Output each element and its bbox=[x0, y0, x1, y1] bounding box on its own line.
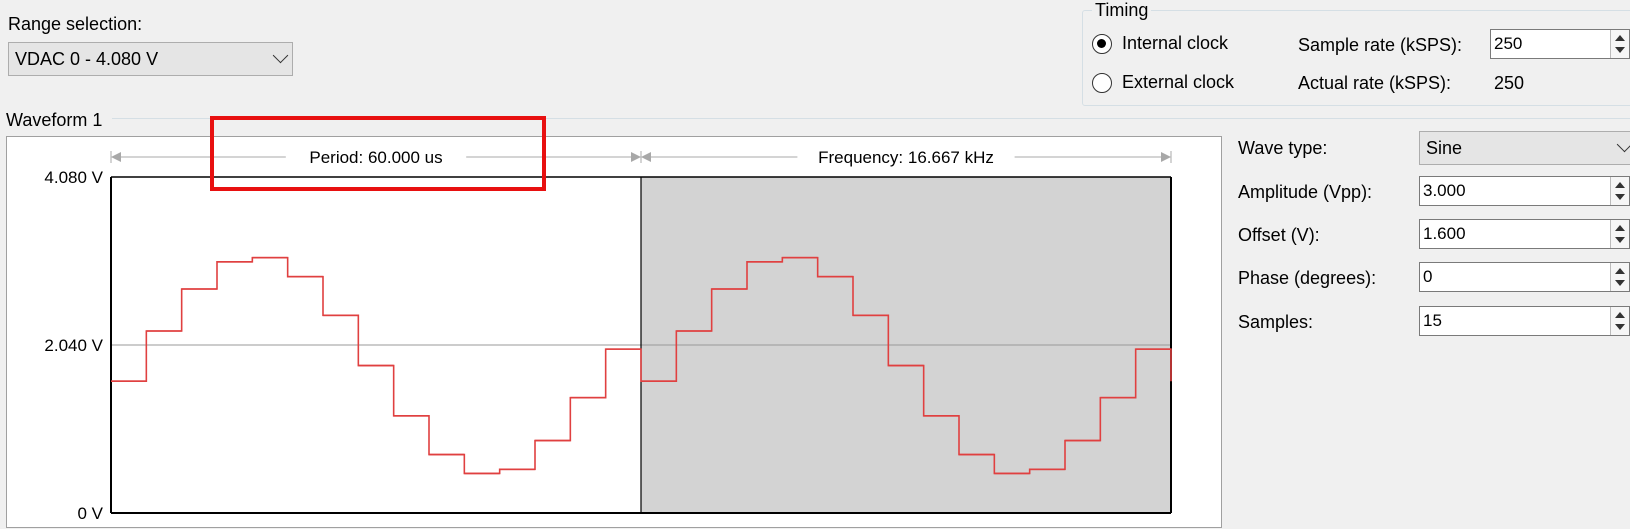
waveform-chart: Period: 60.000 us Frequency: 16.667 kHz 4.… bbox=[6, 136, 1222, 528]
offset-label: Offset (V): bbox=[1238, 225, 1320, 245]
phase-label: Phase (degrees): bbox=[1238, 268, 1377, 288]
timing-group bbox=[1082, 10, 1630, 106]
offset-spinner[interactable] bbox=[1610, 220, 1629, 248]
internal-clock-label: Internal clock bbox=[1122, 33, 1229, 53]
frequency-dimension-arrow-right bbox=[1161, 152, 1171, 162]
arrow-down-icon[interactable] bbox=[1615, 324, 1625, 330]
sample-rate-value: 250 bbox=[1494, 34, 1523, 53]
amplitude-spinner[interactable] bbox=[1610, 177, 1629, 205]
phase-value: 0 bbox=[1423, 267, 1433, 286]
arrow-up-icon[interactable] bbox=[1615, 312, 1625, 318]
chevron-down-icon bbox=[272, 47, 289, 64]
y-tick-label: 4.080 V bbox=[44, 168, 103, 187]
wave-type-dropdown[interactable]: Sine bbox=[1419, 131, 1630, 165]
internal-clock-radio[interactable]: Internal clock bbox=[1092, 32, 1252, 58]
arrow-down-icon[interactable] bbox=[1615, 237, 1625, 243]
arrow-up-icon[interactable] bbox=[1615, 35, 1625, 41]
period-dimension-arrow-right bbox=[631, 152, 641, 162]
sample-rate-spinner[interactable] bbox=[1610, 30, 1629, 58]
sample-rate-label: Sample rate (kSPS): bbox=[1298, 35, 1463, 55]
samples-input[interactable]: 15 bbox=[1419, 306, 1630, 336]
range-selection-label: Range selection: bbox=[8, 14, 143, 34]
y-tick-label: 0 V bbox=[77, 504, 103, 523]
wave-type-value: Sine bbox=[1426, 137, 1463, 158]
range-selection-dropdown[interactable]: VDAC 0 - 4.080 V bbox=[8, 42, 293, 76]
offset-value: 1.600 bbox=[1423, 224, 1466, 243]
arrow-up-icon[interactable] bbox=[1615, 268, 1625, 274]
offset-input[interactable]: 1.600 bbox=[1419, 219, 1630, 249]
arrow-up-icon[interactable] bbox=[1615, 182, 1625, 188]
sample-rate-input[interactable]: 250 bbox=[1490, 29, 1630, 59]
internal-clock-radio-button[interactable] bbox=[1092, 34, 1112, 54]
frequency-dimension-label: Frequency: 16.667 kHz bbox=[818, 148, 994, 167]
external-clock-label: External clock bbox=[1122, 72, 1235, 92]
period-dimension-label: Period: 60.000 us bbox=[309, 148, 442, 167]
frequency-dimension-arrow-left bbox=[641, 152, 651, 162]
samples-spinner[interactable] bbox=[1610, 307, 1629, 335]
wave-type-label: Wave type: bbox=[1238, 138, 1328, 158]
external-clock-radio[interactable]: External clock bbox=[1092, 71, 1252, 97]
phase-spinner[interactable] bbox=[1610, 263, 1629, 291]
amplitude-label: Amplitude (Vpp): bbox=[1238, 182, 1373, 202]
period-dimension-arrow-left bbox=[111, 152, 121, 162]
waveform-group-title: Waveform 1 bbox=[6, 110, 103, 130]
samples-label: Samples: bbox=[1238, 312, 1314, 332]
arrow-up-icon[interactable] bbox=[1615, 225, 1625, 231]
waveform-chart-svg: Period: 60.000 us Frequency: 16.667 kHz 4.… bbox=[44, 148, 1172, 523]
phase-input[interactable]: 0 bbox=[1419, 262, 1630, 292]
arrow-down-icon[interactable] bbox=[1615, 194, 1625, 200]
external-clock-radio-button[interactable] bbox=[1092, 73, 1112, 93]
arrow-down-icon[interactable] bbox=[1615, 280, 1625, 286]
y-tick-label: 2.040 V bbox=[44, 336, 103, 355]
arrow-down-icon[interactable] bbox=[1615, 47, 1625, 53]
actual-rate-value: 250 bbox=[1494, 73, 1525, 93]
amplitude-input[interactable]: 3.000 bbox=[1419, 176, 1630, 206]
timing-group-title: Timing bbox=[1092, 0, 1152, 21]
actual-rate-label: Actual rate (kSPS): bbox=[1298, 73, 1452, 93]
chevron-down-icon bbox=[1616, 136, 1630, 153]
samples-value: 15 bbox=[1423, 311, 1442, 330]
range-selection-value: VDAC 0 - 4.080 V bbox=[15, 48, 159, 69]
period-highlight-box bbox=[210, 116, 546, 191]
waveform-group-line bbox=[112, 118, 1630, 119]
amplitude-value: 3.000 bbox=[1423, 181, 1466, 200]
